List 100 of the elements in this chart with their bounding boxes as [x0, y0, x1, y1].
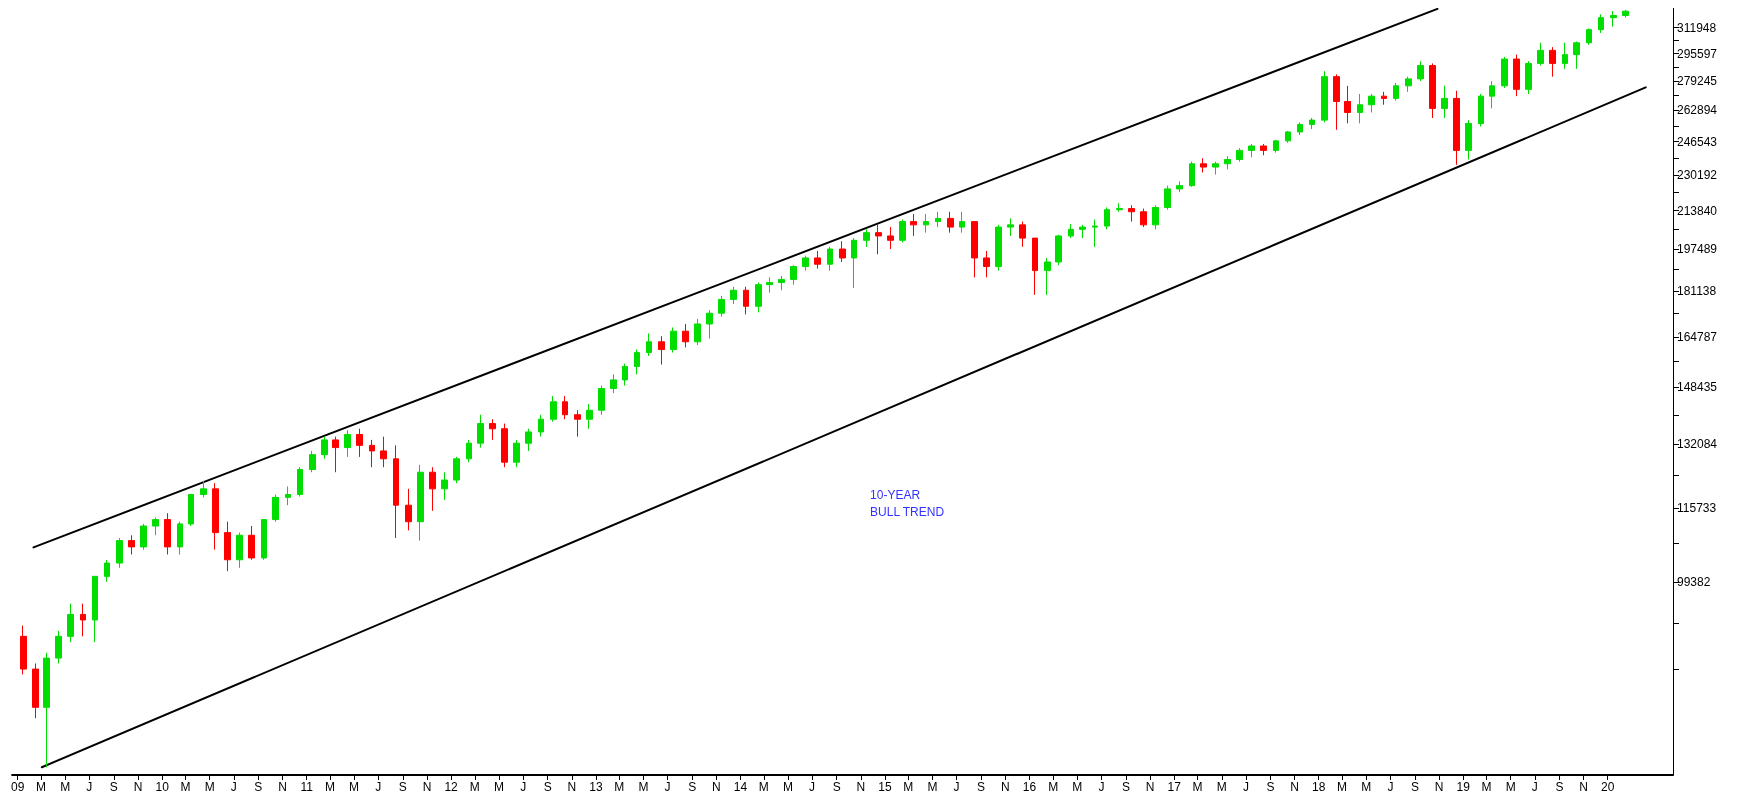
- candlestick: [1417, 60, 1424, 82]
- x-tick-label: N: [1000, 780, 1010, 794]
- candlestick: [43, 652, 50, 768]
- x-tick-label: 09: [10, 780, 25, 794]
- x-tick-label: M: [758, 780, 769, 794]
- x-tick-label: S: [254, 780, 263, 794]
- candlestick: [730, 286, 737, 305]
- candlestick: [766, 276, 773, 294]
- candlestick: [67, 603, 74, 643]
- candlestick: [983, 250, 990, 278]
- candlestick: [1405, 76, 1412, 93]
- candlestick: [501, 423, 508, 468]
- candlestick: [1321, 70, 1328, 123]
- x-tick-label: N: [856, 780, 866, 794]
- candlestick: [1164, 185, 1171, 211]
- candlestick: [297, 466, 303, 498]
- y-tick-label: 246543: [1677, 134, 1718, 149]
- candlestick: [851, 237, 857, 289]
- candlestick: [1236, 147, 1243, 163]
- candlestick: [1429, 62, 1436, 119]
- candlestick: [1453, 90, 1460, 166]
- candlestick: [285, 485, 291, 506]
- candlestick: [1019, 221, 1026, 248]
- x-tick-label: M: [1048, 780, 1059, 794]
- candlestick: [380, 436, 387, 468]
- x-tick-label: N: [1145, 780, 1155, 794]
- candlestick: [1128, 204, 1135, 223]
- candlestick: [525, 428, 532, 452]
- candlestick: [971, 221, 978, 278]
- x-tick-label: M: [1337, 780, 1348, 794]
- candlestick: [332, 436, 339, 473]
- candlestick: [1441, 85, 1448, 119]
- x-tick-label: M: [36, 780, 47, 794]
- y-tick-label: 99382: [1677, 574, 1711, 589]
- candlestick: [200, 480, 207, 498]
- candlestick: [177, 521, 183, 555]
- candlestick: [694, 318, 701, 346]
- candlestick: [995, 224, 1002, 272]
- candlestick: [261, 519, 267, 561]
- y-tick-label: 295597: [1677, 46, 1718, 61]
- candlestick: [441, 471, 448, 501]
- candlestick: [923, 213, 929, 234]
- candlestick: [369, 439, 375, 468]
- x-tick-label: M: [469, 780, 480, 794]
- candlestick: [574, 409, 581, 438]
- y-tick-label: 115733: [1677, 500, 1717, 515]
- x-tick-label: N: [1434, 780, 1444, 794]
- x-tick-label: J: [1098, 780, 1105, 794]
- x-tick-label: J: [1242, 780, 1249, 794]
- x-tick-label: 15: [878, 780, 892, 794]
- x-tick-label: 14: [733, 780, 748, 794]
- candlestick: [1333, 73, 1340, 131]
- candlestick: [1465, 119, 1472, 160]
- x-tick-label: 20: [1601, 780, 1615, 794]
- candlestick: [489, 418, 496, 441]
- candlestick: [670, 326, 677, 354]
- candlestick: [935, 211, 941, 228]
- candlestick: [1032, 237, 1038, 296]
- candlestick: [1357, 93, 1363, 124]
- candlestick: [466, 439, 472, 463]
- x-tick-label: J: [520, 780, 527, 794]
- candlestick: [1501, 56, 1508, 89]
- candlestick: [32, 662, 39, 719]
- x-tick-label: N: [1579, 780, 1588, 794]
- candlestick: [1549, 46, 1556, 78]
- x-tick-label: N: [422, 780, 432, 794]
- candlestick: [1007, 217, 1014, 237]
- x-tick-label: S: [1410, 780, 1419, 794]
- candlestick: [550, 395, 557, 423]
- candlestick: [212, 482, 219, 551]
- candlestick: [164, 512, 171, 555]
- candlestick: [1068, 223, 1074, 239]
- x-tick-label: 17: [1167, 780, 1182, 794]
- x-tick-label: M: [349, 780, 360, 794]
- candlestick: [790, 264, 797, 286]
- candlestick: [562, 395, 568, 420]
- candlestick: [429, 466, 436, 512]
- candlestick: [778, 275, 785, 291]
- candlestick: [140, 523, 147, 551]
- candlestick: [309, 450, 316, 473]
- x-tick-label: M: [324, 780, 335, 794]
- x-tick-label: 16: [1022, 780, 1037, 794]
- candlestick: [586, 403, 593, 430]
- candlestick: [152, 516, 159, 536]
- candlestick: [682, 323, 689, 348]
- y-tick-label: 181138: [1677, 283, 1717, 298]
- x-tick-label: 11: [300, 780, 314, 794]
- candlestick: [417, 464, 424, 542]
- x-tick-label: M: [782, 780, 793, 794]
- x-tick-label: M: [1481, 780, 1492, 794]
- candlestick: [910, 213, 917, 237]
- candlestick: [827, 246, 833, 272]
- candlestick: [1393, 82, 1399, 102]
- candlestick: [1104, 206, 1110, 230]
- candlestick: [802, 255, 809, 272]
- x-tick-label: N: [278, 780, 287, 794]
- x-tick-label: 13: [589, 780, 603, 794]
- x-tick-label: M: [638, 780, 649, 794]
- x-tick-label: M: [1192, 780, 1203, 794]
- candlestick: [839, 240, 846, 263]
